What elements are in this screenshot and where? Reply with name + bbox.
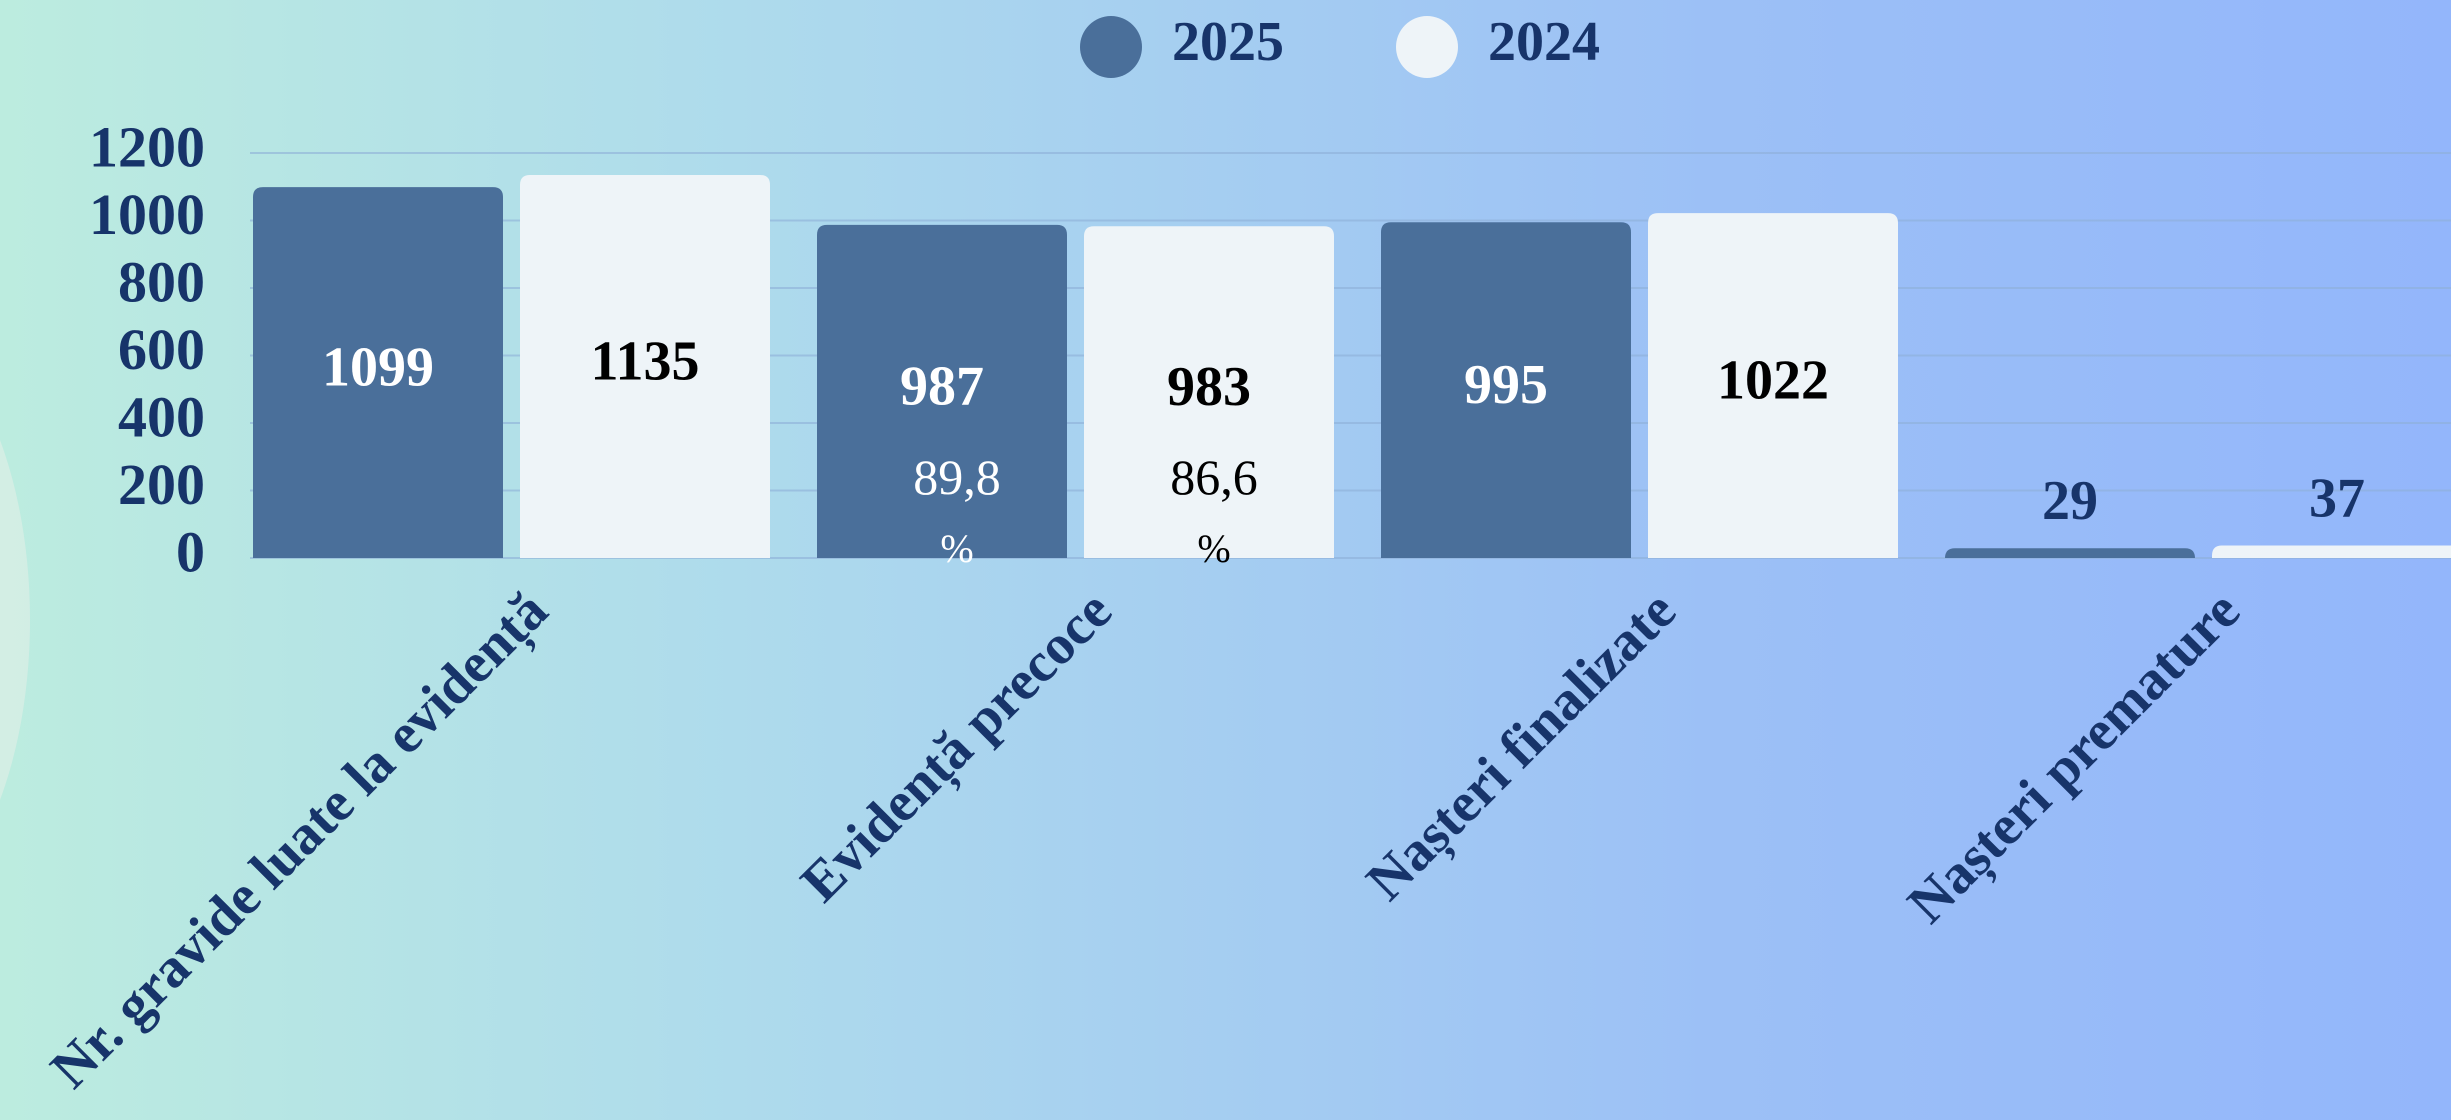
legend-label: 2024 xyxy=(1488,11,1600,73)
bar xyxy=(1945,548,2195,559)
data-label: 1135 xyxy=(591,330,700,392)
decoration xyxy=(0,440,30,800)
data-label: 1099 xyxy=(322,336,434,398)
y-tick-label: 1200 xyxy=(89,114,205,179)
bar xyxy=(1381,222,1631,558)
y-tick-label: 800 xyxy=(118,249,205,314)
data-label: 995 xyxy=(1464,354,1548,416)
bar xyxy=(253,187,503,558)
annotation: 89,8% xyxy=(913,449,1001,571)
bar xyxy=(1084,226,1334,559)
y-tick-label: 0 xyxy=(176,519,205,584)
bar xyxy=(2212,545,2451,558)
bar xyxy=(1648,213,1898,558)
y-tick-label: 400 xyxy=(118,384,205,449)
data-label: 983 xyxy=(1167,356,1251,418)
y-tick-label: 200 xyxy=(118,452,205,517)
legend-swatch xyxy=(1396,16,1458,78)
y-tick-label: 600 xyxy=(118,317,205,382)
bar xyxy=(817,224,1067,558)
data-label: 987 xyxy=(900,355,984,417)
y-tick-label: 1000 xyxy=(89,182,205,247)
legend-label: 2025 xyxy=(1172,11,1284,73)
data-label: 1022 xyxy=(1717,349,1829,411)
bar xyxy=(520,174,770,558)
data-label: 29 xyxy=(2042,470,2098,532)
annotation: 86,6% xyxy=(1170,449,1258,571)
legend: 2025 2024 xyxy=(1080,11,1600,78)
legend-swatch xyxy=(1080,16,1142,78)
data-label: 37 xyxy=(2309,467,2365,529)
